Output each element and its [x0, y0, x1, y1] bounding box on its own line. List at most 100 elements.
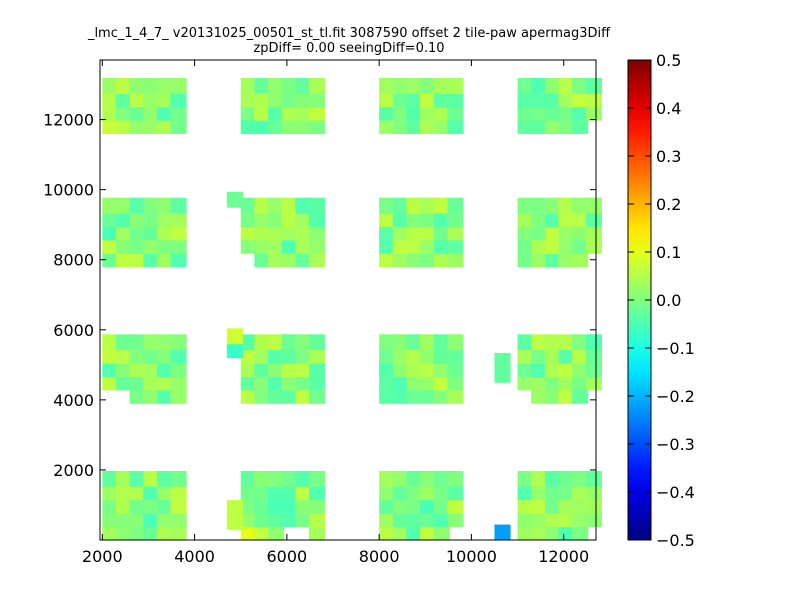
heatmap-cell	[447, 224, 464, 241]
heatmap-cell	[420, 224, 437, 241]
heatmap-cell	[102, 334, 119, 351]
heatmap-cell	[268, 484, 285, 501]
heatmap-cell	[517, 91, 534, 108]
heatmap-cell	[295, 484, 312, 501]
y-tick-label: 8000	[53, 251, 94, 270]
heatmap-cell	[115, 497, 133, 514]
heatmap-cell	[129, 104, 146, 121]
heatmap-cell	[102, 118, 119, 134]
heatmap-cell	[433, 118, 450, 134]
heatmap-cell	[585, 211, 602, 227]
heatmap-cell	[572, 77, 589, 94]
heatmap-cell	[281, 347, 298, 364]
heatmap-cell	[226, 500, 243, 516]
heatmap-cell	[544, 91, 561, 108]
heatmap-cell	[115, 334, 133, 351]
heatmap-cell	[115, 104, 133, 121]
heatmap-cell	[143, 497, 160, 514]
heatmap-cell	[295, 374, 312, 391]
heatmap-cell	[295, 470, 312, 487]
heatmap-cell	[447, 387, 464, 404]
heatmap-cell	[447, 347, 464, 364]
heatmap-cell	[531, 484, 548, 501]
heatmap-cell	[585, 484, 602, 501]
heatmap-cell	[406, 224, 423, 241]
colorbar-tick-label: −0.2	[656, 387, 695, 406]
heatmap-cell	[392, 361, 409, 377]
x-tick-label: 12000	[538, 547, 589, 566]
heatmap-cell	[517, 374, 534, 391]
heatmap-cell	[572, 511, 589, 527]
heatmap-cell	[420, 104, 437, 121]
y-tick-label: 10000	[43, 181, 94, 200]
heatmap-cell	[308, 224, 326, 241]
heatmap-cell	[585, 511, 602, 527]
heatmap-cell	[170, 224, 187, 241]
heatmap-cell	[572, 484, 589, 501]
heatmap-cell	[156, 374, 173, 391]
heatmap-cell	[115, 470, 133, 487]
heatmap-cell	[447, 334, 464, 351]
heatmap-cell	[379, 77, 396, 94]
heatmap-cell	[585, 374, 602, 391]
heatmap-cell	[558, 251, 575, 268]
heatmap-cell	[143, 91, 160, 108]
heatmap-cell	[544, 77, 561, 94]
heatmap-cell	[129, 470, 146, 487]
heatmap-cell	[531, 77, 548, 94]
heatmap-cell	[544, 224, 561, 241]
heatmap-cell	[406, 211, 423, 227]
heatmap-cell	[281, 511, 298, 527]
heatmap-cell	[129, 91, 146, 108]
heatmap-cell	[420, 334, 437, 351]
heatmap-cell	[433, 374, 450, 391]
heatmap-cell	[240, 334, 257, 351]
heatmap-cell	[115, 511, 133, 527]
heatmap-cell	[115, 77, 133, 94]
heatmap-cell	[406, 511, 423, 527]
heatmap-cell	[379, 237, 396, 254]
heatmap-cell	[379, 118, 396, 134]
heatmap-cell	[544, 524, 561, 541]
heatmap-cell	[379, 91, 396, 108]
heatmap-cell	[447, 118, 464, 134]
colorbar-tick-label: 0.1	[656, 243, 681, 262]
heatmap-cell	[420, 251, 437, 268]
heatmap-cell	[585, 497, 602, 514]
heatmap-cell	[544, 470, 561, 487]
heatmap-cell	[558, 197, 575, 214]
heatmap-cell	[406, 77, 423, 94]
colorbar-tick-label: −0.4	[656, 483, 695, 502]
heatmap-cell	[517, 77, 534, 94]
heatmap-cell	[531, 524, 548, 541]
heatmap-cell	[170, 374, 187, 391]
colorbar-tick-label: −0.1	[656, 339, 695, 358]
heatmap-cell	[170, 387, 187, 404]
heatmap-cell	[379, 361, 396, 377]
colorbar-tick-label: −0.3	[656, 435, 695, 454]
heatmap-cell	[143, 524, 160, 541]
heatmap-cell	[240, 211, 257, 227]
heatmap-cell	[240, 361, 257, 377]
heatmap-cell	[544, 251, 561, 268]
heatmap-cell	[143, 374, 160, 391]
heatmap-cell	[517, 237, 534, 254]
heatmap-cell	[447, 484, 464, 501]
heatmap-cell	[129, 387, 146, 404]
heatmap-cell	[406, 104, 423, 121]
heatmap-cell	[392, 237, 409, 254]
heatmap-cell	[585, 104, 602, 121]
heatmap-cell	[420, 387, 437, 404]
heatmap-cell	[156, 237, 173, 254]
heatmap-cell	[281, 211, 298, 227]
heatmap-cell	[156, 224, 173, 241]
heatmap-cell	[517, 197, 534, 214]
heatmap-cell	[308, 374, 326, 391]
heatmap-cell	[433, 497, 450, 514]
heatmap-cell	[156, 511, 173, 527]
heatmap-cell	[281, 118, 298, 134]
heatmap-cell	[143, 118, 160, 134]
heatmap-cell	[115, 211, 133, 227]
heatmap-cell	[531, 347, 548, 364]
colorbar-ticks: 0.5 0.4 0.3 0.2 0.1 0.0 −0.1 −0.2 −0.3 −0.4 −0.5	[628, 51, 695, 550]
